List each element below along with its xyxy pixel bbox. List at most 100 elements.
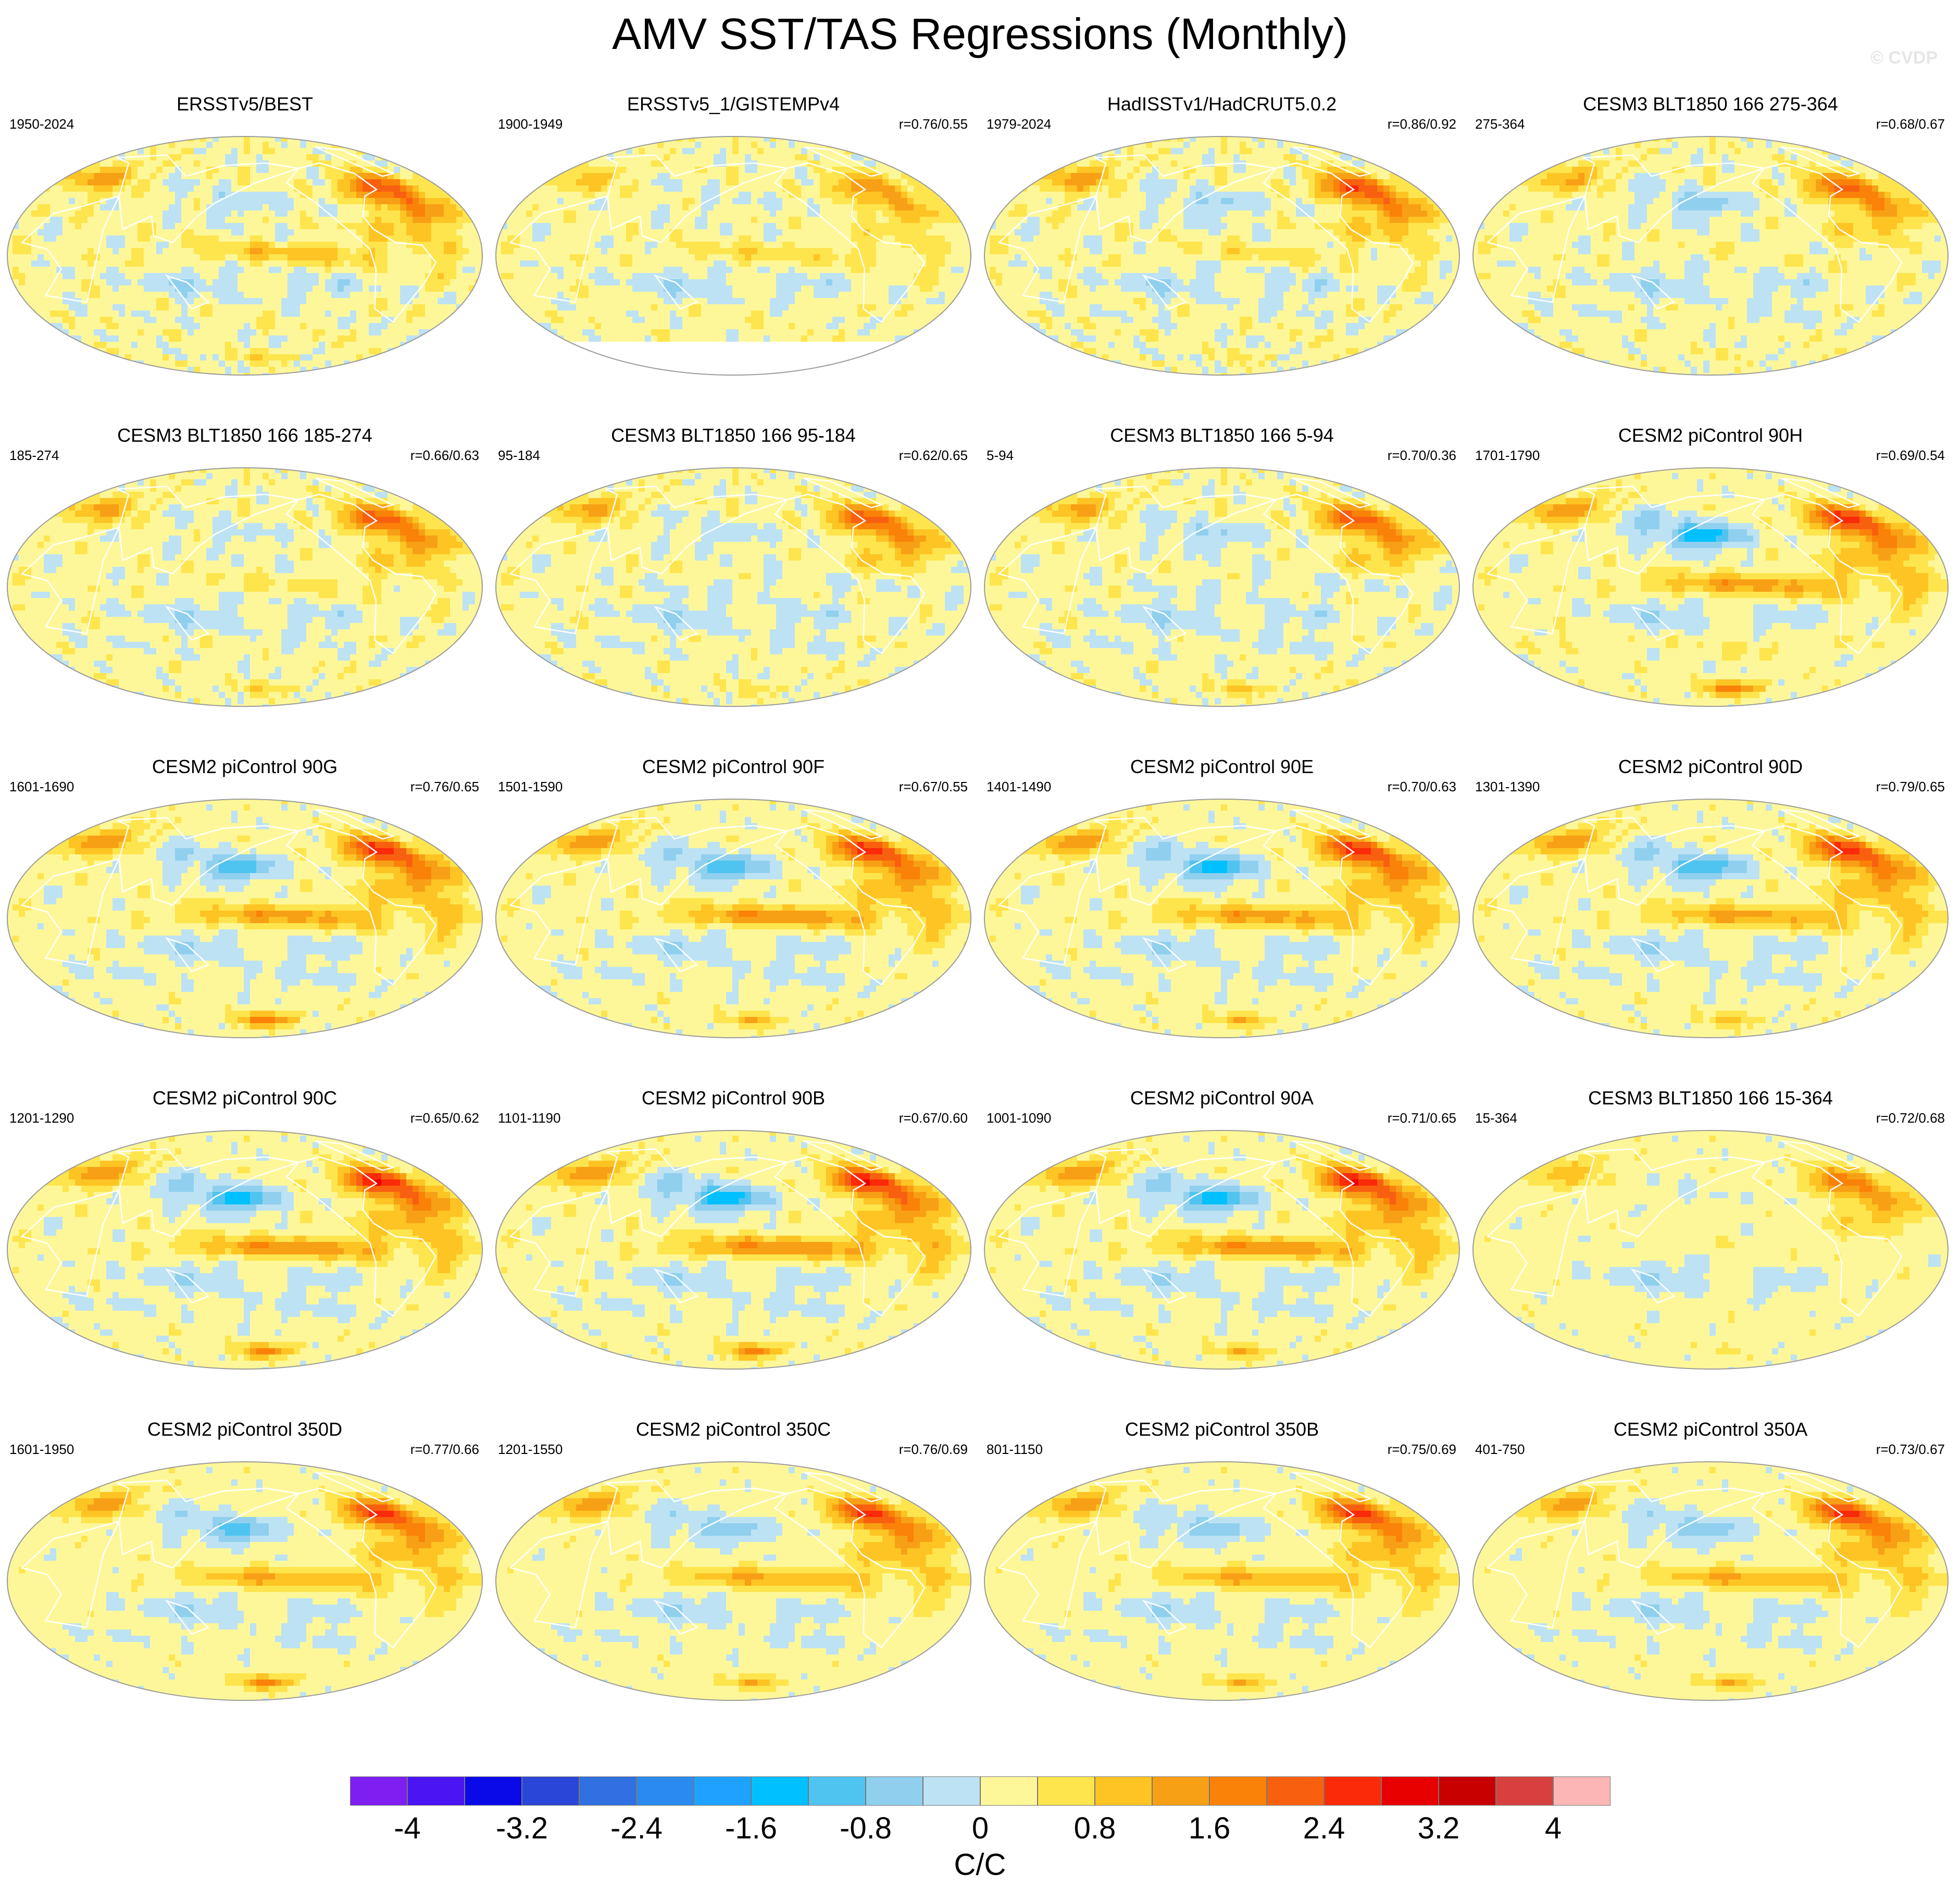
panel-correlation: r=0.69/0.54 [1876,447,1945,464]
panel-years: 1201-1290 [9,1110,74,1126]
map-panel: CESM2 piControl 90F 1501-1590 r=0.67/0.55 [489,755,978,1089]
regression-map [1472,798,1949,1039]
panel-title: CESM2 piControl 350A [1466,1418,1955,1441]
map-panel: ERSSTv5/BEST 1950-2024 [0,93,490,426]
panel-title: CESM2 piControl 90C [0,1087,490,1110]
panel-correlation: r=0.65/0.62 [410,1110,479,1126]
map-field [983,1129,1460,1370]
map-panel: CESM2 piControl 90D 1301-1390 r=0.79/0.65 [1466,755,1955,1089]
panel-title: CESM3 BLT1850 166 15-364 [1466,1087,1955,1110]
regression-map [6,467,483,707]
regression-map [6,135,483,376]
panel-title: CESM2 piControl 90G [0,755,490,778]
map-field [6,798,483,1039]
map-panel: CESM2 piControl 350D 1601-1950 r=0.77/0.66 [0,1418,490,1751]
regression-map [983,1129,1460,1370]
map-panel: CESM2 piControl 90E 1401-1490 r=0.70/0.63 [977,755,1467,1089]
panel-title: HadISSTv1/HadCRUT5.0.2 [977,93,1467,116]
panel-title: CESM2 piControl 350D [0,1418,490,1441]
map-field [495,467,972,707]
panel-title: CESM2 piControl 90F [489,755,978,778]
regression-map [983,467,1460,707]
panel-title: CESM3 BLT1850 166 95-184 [489,424,978,447]
panel-years: 1001-1090 [987,1110,1051,1126]
map-field [1472,1129,1949,1370]
map-field [495,135,972,376]
regression-map [495,1461,972,1701]
panel-correlation: r=0.66/0.63 [410,447,479,464]
map-field [1472,1461,1949,1701]
map-field [1472,135,1949,376]
map-panel: CESM2 piControl 90C 1201-1290 r=0.65/0.62 [0,1087,490,1420]
regression-map [495,798,972,1039]
panel-years: 95-184 [498,447,540,464]
map-field [495,798,972,1039]
panel-correlation: r=0.76/0.69 [899,1441,968,1458]
panel-correlation: r=0.71/0.65 [1388,1110,1456,1126]
map-panel: CESM3 BLT1850 166 5-94 5-94 r=0.70/0.36 [977,424,1467,757]
panel-title: CESM2 piControl 350C [489,1418,978,1441]
regression-map [1472,1461,1949,1701]
map-panel: CESM2 piControl 350B 801-1150 r=0.75/0.69 [977,1418,1467,1751]
panel-years: 401-750 [1475,1441,1525,1458]
regression-map [983,798,1460,1039]
panel-years: 1900-1949 [498,116,563,132]
panel-correlation: r=0.79/0.65 [1876,778,1945,795]
panel-correlation: r=0.67/0.55 [899,778,968,795]
panel-years: 5-94 [987,447,1014,464]
regression-map [6,1461,483,1701]
panel-correlation: r=0.75/0.69 [1388,1441,1456,1458]
panel-correlation: r=0.76/0.65 [410,778,479,795]
panel-title: CESM2 piControl 90B [489,1087,978,1110]
map-field [6,467,483,707]
regression-map [495,467,972,707]
panel-years: 1301-1390 [1475,778,1540,795]
panel-years: 1601-1950 [9,1441,74,1458]
panel-title: CESM2 piControl 90E [977,755,1467,778]
panel-title: CESM2 piControl 90H [1466,424,1955,447]
panel-correlation: r=0.76/0.55 [899,116,968,132]
map-panel: CESM2 piControl 90B 1101-1190 r=0.67/0.60 [489,1087,978,1420]
map-panel: CESM3 BLT1850 166 275-364 275-364 r=0.68/0… [1466,93,1955,426]
panel-years: 1101-1190 [498,1110,560,1126]
colorbar-units-label: C/C [0,1844,1960,1886]
panel-title: CESM3 BLT1850 166 5-94 [977,424,1467,447]
map-panel: CESM2 piControl 350A 401-750 r=0.73/0.67 [1466,1418,1955,1751]
panel-years: 15-364 [1475,1110,1517,1126]
map-field [983,798,1460,1039]
regression-map [495,135,972,376]
panel-years: 1701-1790 [1475,447,1540,464]
panel-years: 801-1150 [987,1441,1043,1458]
map-field [6,1129,483,1370]
map-panel: CESM2 piControl 350C 1201-1550 r=0.76/0.69 [489,1418,978,1751]
panel-title: CESM3 BLT1850 166 185-274 [0,424,490,447]
map-panel: CESM3 BLT1850 166 185-274 185-274 r=0.66/0… [0,424,490,757]
panel-correlation: r=0.72/0.68 [1876,1110,1945,1126]
map-field [495,1129,972,1370]
map-field [1472,467,1949,707]
panel-years: 275-364 [1475,116,1525,132]
map-field [6,1461,483,1701]
regression-map [1472,1129,1949,1370]
panel-correlation: r=0.73/0.67 [1876,1441,1945,1458]
regression-map [495,1129,972,1370]
regression-map [1472,467,1949,707]
panel-years: 1950-2024 [9,116,74,132]
map-panel: CESM3 BLT1850 166 15-364 15-364 r=0.72/0.6… [1466,1087,1955,1420]
panel-title: ERSSTv5/BEST [0,93,490,116]
map-field [983,135,1460,376]
panel-title: ERSSTv5_1/GISTEMPv4 [489,93,978,116]
panel-correlation: r=0.70/0.36 [1388,447,1456,464]
panel-years: 1979-2024 [987,116,1051,132]
panel-years: 1201-1550 [498,1441,563,1458]
regression-map [1472,135,1949,376]
panel-years: 185-274 [9,447,59,464]
panel-title: CESM2 piControl 90D [1466,755,1955,778]
panel-correlation: r=0.77/0.66 [410,1441,479,1458]
regression-map [6,1129,483,1370]
map-panel: CESM3 BLT1850 166 95-184 95-184 r=0.62/0.6… [489,424,978,757]
panel-correlation: r=0.70/0.63 [1388,778,1456,795]
panel-correlation: r=0.67/0.60 [899,1110,968,1126]
panel-correlation: r=0.62/0.65 [899,447,968,464]
